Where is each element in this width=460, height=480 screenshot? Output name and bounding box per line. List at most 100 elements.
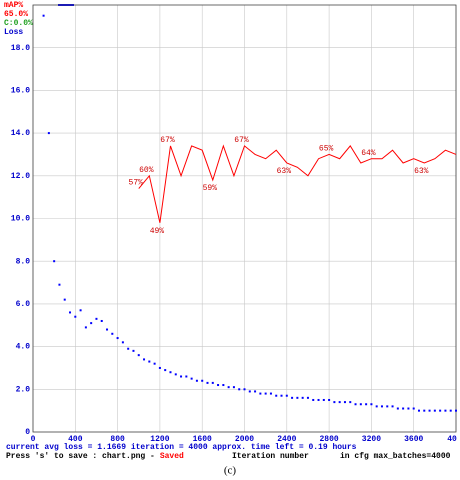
y-tick-label: 8.0: [16, 257, 31, 266]
loss-point: [444, 409, 447, 412]
y-tick-label: 4.0: [16, 343, 31, 352]
loss-point: [433, 409, 436, 412]
x-tick-label: 800: [110, 435, 125, 444]
map-label: 63%: [414, 167, 429, 176]
x-tick-label: 400: [68, 435, 83, 444]
loss-point: [306, 396, 309, 399]
loss-point: [69, 311, 72, 314]
loss-point: [158, 366, 161, 369]
loss-point: [53, 260, 56, 263]
loss-point: [455, 409, 457, 412]
y-tick-label: 0: [25, 428, 30, 437]
map-label: 63%: [277, 167, 292, 176]
loss-point: [338, 401, 341, 404]
y-tick-label: 10.0: [11, 215, 30, 224]
x-axis-title: Iteration number: [232, 452, 309, 461]
loss-point: [137, 354, 140, 357]
loss-point: [423, 409, 426, 412]
loss-point: [380, 405, 383, 408]
x-tick-label: 2400: [277, 435, 296, 444]
loss-point: [143, 358, 146, 361]
loss-point: [322, 398, 325, 401]
y-tick-label: 16.0: [11, 87, 30, 96]
y-tick-label: 18.0: [11, 44, 30, 53]
loss-point: [238, 388, 241, 391]
x-tick-label: 40: [447, 435, 457, 444]
loss-point: [269, 392, 272, 395]
current-map: C:0.0%: [4, 19, 33, 28]
loss-point: [396, 407, 399, 410]
loss-point: [121, 341, 124, 344]
loss-point: [185, 375, 188, 378]
loss-point: [217, 384, 220, 387]
loss-point: [222, 384, 225, 387]
loss-point: [243, 388, 246, 391]
x-tick-label: 2000: [235, 435, 254, 444]
loss-point: [132, 349, 135, 352]
loss-point: [275, 394, 278, 397]
y-tick-label: 14.0: [11, 129, 30, 138]
loss-point: [47, 132, 50, 135]
loss-point: [312, 398, 315, 401]
loss-point: [211, 381, 214, 384]
loss-point: [254, 390, 257, 393]
loss-point: [386, 405, 389, 408]
map-line: [138, 144, 457, 223]
loss-point: [328, 398, 331, 401]
loss-point: [291, 396, 294, 399]
map-label: 67%: [160, 136, 175, 145]
x-tick-label: 0: [31, 435, 36, 444]
loss-point: [359, 403, 362, 406]
loss-point: [206, 381, 209, 384]
loss-point: [169, 371, 172, 374]
map-label: 67%: [234, 136, 249, 145]
loss-point: [42, 14, 45, 17]
loss-point: [58, 283, 61, 286]
loss-point: [349, 401, 352, 404]
max-batches: in cfg max_batches=4000: [340, 452, 451, 461]
loss-point: [259, 392, 262, 395]
y-tick-label: 6.0: [16, 300, 31, 309]
loss-point: [116, 337, 119, 340]
loss-point: [296, 396, 299, 399]
x-tick-label: 2800: [319, 435, 338, 444]
loss-point: [412, 407, 415, 410]
loss-point: [90, 322, 93, 325]
x-tick-label: 3200: [362, 435, 381, 444]
caption: (c): [224, 465, 237, 477]
map-label: 59%: [203, 184, 218, 193]
x-tick-label: 1200: [150, 435, 169, 444]
loss-point: [439, 409, 442, 412]
legend-loss: Loss: [4, 28, 23, 37]
y-tick-label: 12.0: [11, 172, 30, 181]
loss-point: [63, 298, 66, 301]
loss-point: [402, 407, 405, 410]
saved-label: Saved: [160, 452, 184, 461]
loss-point: [375, 405, 378, 408]
loss-point: [174, 373, 177, 376]
loss-point: [370, 403, 373, 406]
legend-map: mAP%: [4, 1, 23, 10]
loss-point: [180, 375, 183, 378]
loss-point: [100, 319, 103, 322]
loss-point: [79, 309, 82, 312]
plot-frame: [32, 4, 457, 433]
map-label: 65%: [319, 145, 334, 154]
loss-point: [227, 386, 230, 389]
loss-point: [153, 362, 156, 365]
loss-point: [95, 317, 98, 320]
loss-point: [148, 360, 151, 363]
loss-point: [74, 315, 77, 318]
loss-point: [248, 390, 251, 393]
save-hint: Press 's' to save : chart.png -: [6, 452, 155, 461]
loss-point: [106, 328, 109, 331]
loss-point: [164, 369, 167, 372]
loss-point: [127, 347, 130, 350]
loss-point: [428, 409, 431, 412]
loss-point: [449, 409, 452, 412]
loss-point: [417, 409, 420, 412]
loss-point: [201, 379, 204, 382]
loss-point: [84, 326, 87, 329]
